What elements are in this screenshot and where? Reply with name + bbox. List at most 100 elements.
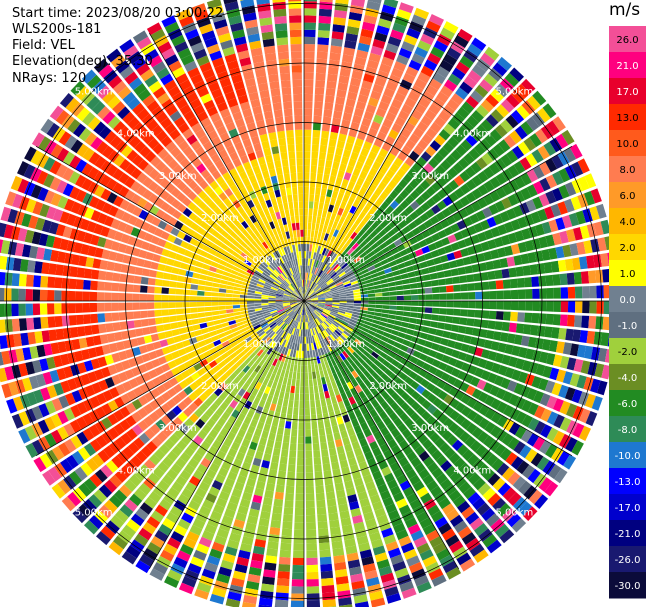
velocity-cell bbox=[355, 101, 367, 111]
velocity-cell bbox=[496, 415, 509, 428]
velocity-cell bbox=[384, 472, 395, 483]
velocity-cell bbox=[31, 439, 45, 455]
velocity-cell bbox=[488, 280, 497, 290]
velocity-cell bbox=[12, 193, 23, 209]
velocity-cell bbox=[318, 528, 329, 537]
velocity-cell bbox=[361, 80, 373, 90]
velocity-cell bbox=[590, 346, 601, 361]
velocity-cell bbox=[345, 545, 358, 555]
velocity-cell bbox=[76, 401, 88, 415]
velocity-cell bbox=[336, 489, 346, 499]
velocity-cell bbox=[350, 507, 362, 518]
velocity-cell bbox=[270, 310, 278, 314]
velocity-cell bbox=[389, 163, 400, 174]
velocity-cell bbox=[129, 338, 139, 348]
velocity-cell bbox=[160, 414, 172, 426]
velocity-cell bbox=[97, 85, 111, 100]
velocity-cell bbox=[228, 320, 237, 326]
velocity-cell bbox=[112, 322, 121, 332]
velocity-cell bbox=[106, 333, 116, 343]
velocity-cell bbox=[510, 109, 525, 124]
velocity-cell bbox=[317, 306, 324, 310]
velocity-cell bbox=[440, 159, 452, 171]
velocity-cell bbox=[160, 73, 174, 86]
velocity-cell bbox=[520, 253, 530, 265]
velocity-cell bbox=[374, 332, 383, 340]
velocity-cell bbox=[354, 56, 367, 66]
velocity-cell bbox=[329, 519, 340, 528]
velocity-cell bbox=[480, 241, 490, 252]
velocity-cell bbox=[49, 160, 62, 175]
velocity-cell bbox=[567, 286, 576, 299]
velocity-cell bbox=[259, 437, 267, 446]
velocity-cell bbox=[418, 368, 428, 378]
velocity-cell bbox=[173, 383, 183, 394]
velocity-cell bbox=[294, 343, 298, 351]
velocity-cell bbox=[204, 387, 214, 397]
velocity-cell bbox=[446, 285, 454, 293]
velocity-cell bbox=[552, 171, 564, 186]
velocity-cell bbox=[261, 392, 269, 401]
velocity-cell bbox=[233, 375, 242, 385]
velocity-cell bbox=[167, 360, 177, 370]
velocity-cell bbox=[312, 252, 317, 260]
velocity-cell bbox=[460, 343, 470, 353]
velocity-cell bbox=[182, 308, 191, 314]
velocity-cell bbox=[431, 314, 439, 321]
velocity-cell bbox=[337, 362, 344, 371]
velocity-cell bbox=[448, 422, 460, 434]
velocity-cell bbox=[291, 320, 296, 328]
velocity-cell bbox=[87, 347, 98, 359]
velocity-cell bbox=[147, 286, 155, 294]
velocity-cell bbox=[438, 286, 447, 293]
velocity-cell bbox=[301, 301, 304, 308]
velocity-cell bbox=[339, 294, 347, 297]
velocity-cell bbox=[313, 285, 319, 291]
velocity-cell bbox=[457, 325, 467, 334]
velocity-cell bbox=[302, 336, 304, 344]
velocity-cell bbox=[589, 301, 597, 314]
velocity-cell bbox=[278, 274, 285, 281]
velocity-cell bbox=[463, 75, 478, 89]
velocity-cell bbox=[378, 254, 387, 262]
velocity-cell bbox=[95, 406, 107, 419]
velocity-cell bbox=[583, 345, 594, 360]
velocity-cell bbox=[25, 303, 34, 316]
velocity-cell bbox=[338, 271, 346, 278]
velocity-cell bbox=[237, 428, 246, 438]
velocity-cell bbox=[96, 292, 105, 301]
velocity-cell bbox=[447, 234, 457, 244]
velocity-cell bbox=[350, 263, 358, 270]
velocity-cell bbox=[154, 309, 162, 317]
velocity-cell bbox=[162, 316, 170, 324]
velocity-cell bbox=[359, 373, 367, 382]
velocity-cell bbox=[245, 272, 253, 278]
velocity-cell bbox=[126, 519, 141, 533]
velocity-cell bbox=[277, 266, 283, 274]
velocity-cell bbox=[309, 321, 313, 329]
velocity-cell bbox=[411, 401, 421, 411]
velocity-cell bbox=[420, 115, 433, 127]
velocity-cell bbox=[229, 584, 244, 595]
velocity-cell bbox=[525, 289, 533, 299]
velocity-cell bbox=[248, 253, 256, 261]
velocity-cell bbox=[203, 99, 215, 111]
velocity-cell bbox=[285, 317, 291, 324]
velocity-cell bbox=[345, 487, 356, 497]
velocity-cell bbox=[190, 357, 199, 366]
velocity-cell bbox=[67, 118, 81, 134]
velocity-cell bbox=[319, 144, 328, 153]
velocity-cell bbox=[520, 121, 534, 136]
velocity-cell bbox=[100, 188, 112, 201]
velocity-cell bbox=[425, 301, 433, 307]
velocity-cell bbox=[306, 593, 320, 601]
velocity-cell bbox=[236, 474, 247, 485]
velocity-cell bbox=[265, 328, 273, 335]
velocity-cell bbox=[283, 295, 291, 298]
velocity-cell bbox=[323, 308, 331, 313]
velocity-cell bbox=[125, 348, 135, 359]
velocity-cell bbox=[185, 481, 197, 493]
velocity-cell bbox=[315, 238, 320, 246]
velocity-cell bbox=[297, 450, 304, 459]
velocity-cell bbox=[321, 585, 335, 594]
